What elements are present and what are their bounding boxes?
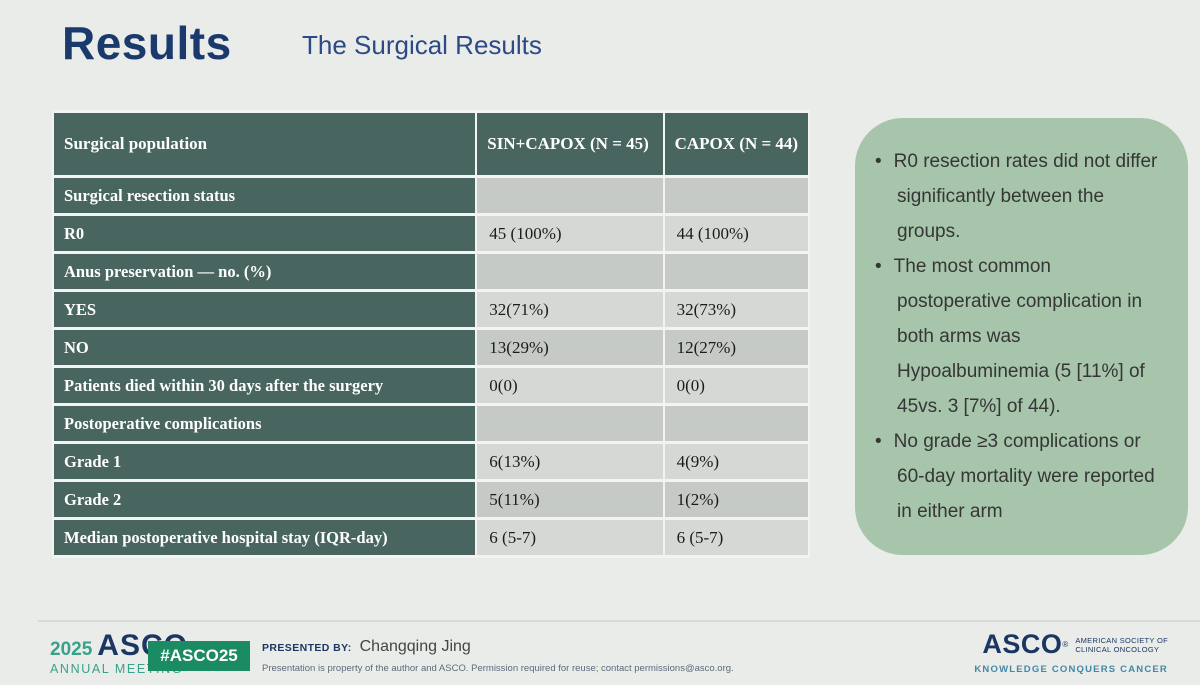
row-label: Grade 1 [54, 444, 476, 479]
cell-value: 1(2%) [664, 482, 808, 517]
cell-value [477, 178, 663, 213]
row-label: Median postoperative hospital stay (IQR-… [54, 520, 476, 555]
cell-value [477, 406, 663, 441]
summary-callout: R0 resection rates did not differ signif… [855, 118, 1188, 555]
summary-bullet: The most common postoperative complicati… [875, 249, 1170, 424]
cell-value: 0(0) [664, 368, 808, 403]
cell-value: 45 (100%) [477, 216, 663, 251]
row-label: Grade 2 [54, 482, 476, 517]
row-label: R0 [54, 216, 476, 251]
column-header-sin-capox: SIN+CAPOX (N = 45) [477, 113, 663, 175]
meeting-year: 2025 [50, 639, 93, 660]
row-label: Patients died within 30 days after the s… [54, 368, 476, 403]
table-row: Grade 1 6(13%) 4(9%) [54, 444, 808, 479]
cell-value [664, 254, 808, 289]
cell-value: 32(71%) [477, 292, 663, 327]
table-row: Grade 2 5(11%) 1(2%) [54, 482, 808, 517]
column-header-capox: CAPOX (N = 44) [664, 113, 808, 175]
table-row: NO 13(29%) 12(27%) [54, 330, 808, 365]
cell-value: 6 (5-7) [664, 520, 808, 555]
org-full-line1: AMERICAN SOCIETY OF [1075, 635, 1168, 645]
cell-value: 5(11%) [477, 482, 663, 517]
surgical-results-table: Surgical population SIN+CAPOX (N = 45) C… [52, 110, 810, 558]
cell-value [664, 178, 808, 213]
row-label: Postoperative complications [54, 406, 476, 441]
row-label: Surgical resection status [54, 178, 476, 213]
org-full-name: AMERICAN SOCIETY OF CLINICAL ONCOLOGY [1075, 636, 1168, 654]
cell-value: 4(9%) [664, 444, 808, 479]
asco-wordmark: ASCO [982, 629, 1063, 659]
row-label: NO [54, 330, 476, 365]
row-label: Anus preservation — no. (%) [54, 254, 476, 289]
org-tagline: KNOWLEDGE CONQUERS CANCER [974, 664, 1168, 675]
table-header-row: Surgical population SIN+CAPOX (N = 45) C… [54, 113, 808, 175]
table-row: Patients died within 30 days after the s… [54, 368, 808, 403]
cell-value: 6 (5-7) [477, 520, 663, 555]
summary-bullet: No grade ≥3 complications or 60-day mort… [875, 424, 1170, 529]
table-row: Surgical resection status [54, 178, 808, 213]
cell-value: 6(13%) [477, 444, 663, 479]
page-title: Results [62, 17, 232, 69]
row-label: YES [54, 292, 476, 327]
presented-by-label: PRESENTED BY: [262, 642, 352, 654]
cell-value: 32(73%) [664, 292, 808, 327]
cell-value: 12(27%) [664, 330, 808, 365]
table-row: R0 45 (100%) 44 (100%) [54, 216, 808, 251]
table-row: YES 32(71%) 32(73%) [54, 292, 808, 327]
summary-bullet: R0 resection rates did not differ signif… [875, 144, 1170, 249]
asco-society-logo: ASCO ® AMERICAN SOCIETY OF CLINICAL ONCO… [974, 629, 1168, 675]
copyright-disclaimer: Presentation is property of the author a… [262, 663, 734, 674]
org-full-line2: CLINICAL ONCOLOGY [1075, 644, 1160, 654]
cell-value [477, 254, 663, 289]
summary-bullet-list: R0 resection rates did not differ signif… [875, 144, 1170, 529]
hashtag-badge: #ASCO25 [148, 641, 250, 671]
footer-divider [38, 620, 1200, 622]
table-row: Median postoperative hospital stay (IQR-… [54, 520, 808, 555]
table-row: Anus preservation — no. (%) [54, 254, 808, 289]
cell-value: 44 (100%) [664, 216, 808, 251]
column-header-population: Surgical population [54, 113, 476, 175]
page-subtitle: The Surgical Results [302, 30, 542, 60]
presenter-block: PRESENTED BY: Changqing Jing Presentatio… [262, 638, 734, 674]
presenter-name: Changqing Jing [359, 638, 471, 655]
cell-value [664, 406, 808, 441]
table-row: Postoperative complications [54, 406, 808, 441]
registered-mark-icon: ® [1062, 640, 1069, 649]
cell-value: 13(29%) [477, 330, 663, 365]
cell-value: 0(0) [477, 368, 663, 403]
